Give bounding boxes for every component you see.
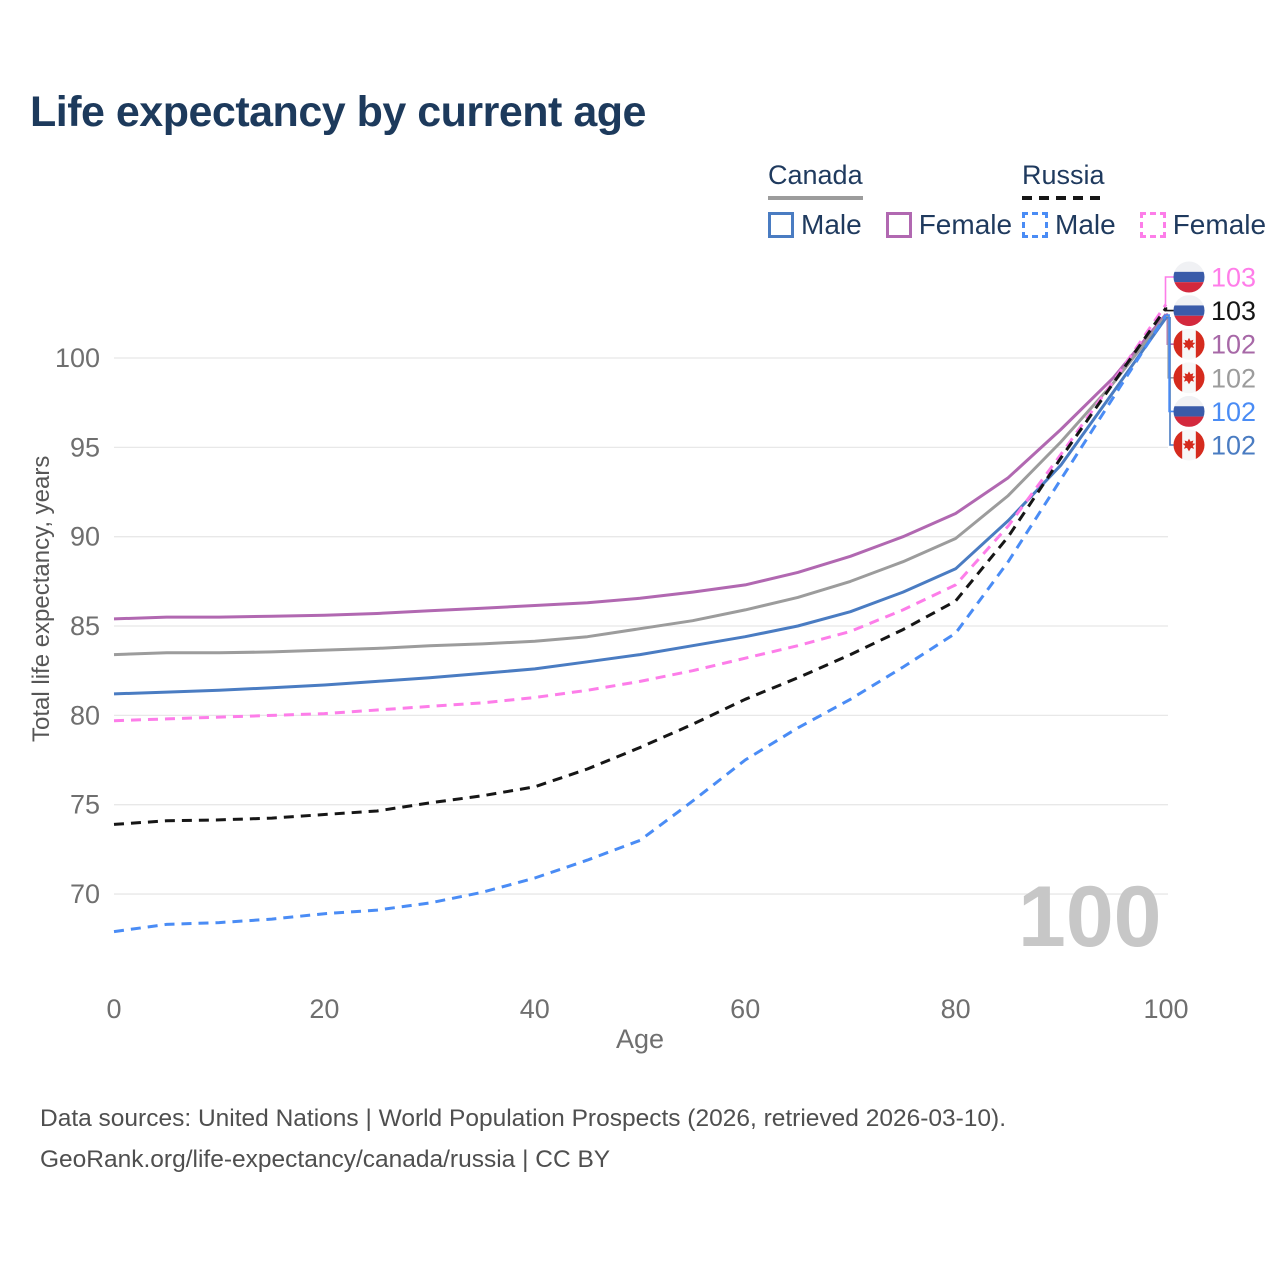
svg-text:80: 80 [70,700,100,730]
svg-text:85: 85 [70,611,100,641]
legend-header-russia[interactable]: Russia [1022,160,1105,200]
end-value-label: 103 [1211,296,1256,326]
legend-items-canada: Male Female [768,209,1012,241]
gridlines-layer: 70 75 80 85 90 95 100 0 20 40 60 80 100 [55,343,1189,1024]
end-value-label: 103 [1211,263,1256,293]
canada-female-swatch-icon [885,212,912,238]
legend-item-canada-male[interactable]: Male [768,209,862,241]
russia-line-swatch [1022,196,1105,200]
canada-flag-icon [1173,429,1205,461]
svg-text:100: 100 [55,343,100,373]
canada-flag-icon [1173,328,1205,360]
legend-group-canada: Canada Male Female [768,160,1012,241]
footer-attribution-link: GeoRank.org/life-expectancy/canada/russi… [40,1146,611,1173]
footer-data-sources: Data sources: United Nations | World Pop… [40,1105,1007,1132]
end-value-label: 102 [1211,431,1256,461]
end-value-label: 102 [1211,330,1256,360]
legend-item-russia-female[interactable]: Female [1139,209,1267,241]
svg-text:90: 90 [70,522,100,552]
footer: Data sources: United Nations | World Pop… [40,1098,1006,1180]
canada-flag-icon [1173,362,1205,394]
legend-header-canada[interactable]: Canada [768,160,863,200]
svg-text:95: 95 [70,432,100,462]
russia-flag-icon [1173,261,1205,293]
legend-country-label-russia: Russia [1022,160,1105,190]
x-axis-title: Age [615,1024,665,1054]
legend-item-label-russia-female: Female [1172,209,1267,240]
legend-item-canada-female[interactable]: Female [885,209,1013,241]
russia-male-swatch-icon [1022,212,1048,238]
svg-text:60: 60 [730,994,760,1024]
end-value-label: 102 [1211,363,1256,393]
legend-item-label-russia-male: Male [1055,209,1116,240]
canada-line-swatch [768,196,863,200]
svg-text:40: 40 [520,994,550,1024]
legend-item-label-canada-male: Male [801,209,862,240]
svg-text:80: 80 [941,994,971,1024]
russia-flag-icon [1173,395,1205,427]
canada-male-swatch-icon [768,212,794,238]
legend-country-label-canada: Canada [768,160,863,190]
legend-item-russia-male[interactable]: Male [1022,209,1116,241]
page-title: Life expectancy by current age [30,88,646,136]
legend-group-russia: Russia Male Female [1022,160,1266,241]
svg-text:20: 20 [309,994,339,1024]
svg-text:100: 100 [1143,994,1188,1024]
legend-items-russia: Male Female [1022,209,1266,241]
svg-text:75: 75 [70,790,100,820]
age-watermark: 100 [1018,869,1162,965]
russia-flag-icon [1173,295,1205,327]
svg-text:0: 0 [106,994,121,1024]
russia-female-swatch-icon [1139,212,1166,238]
svg-text:70: 70 [70,879,100,909]
legend-item-label-canada-female: Female [918,209,1013,240]
end-value-label: 102 [1211,397,1256,427]
series-lines-layer [113,303,1168,934]
